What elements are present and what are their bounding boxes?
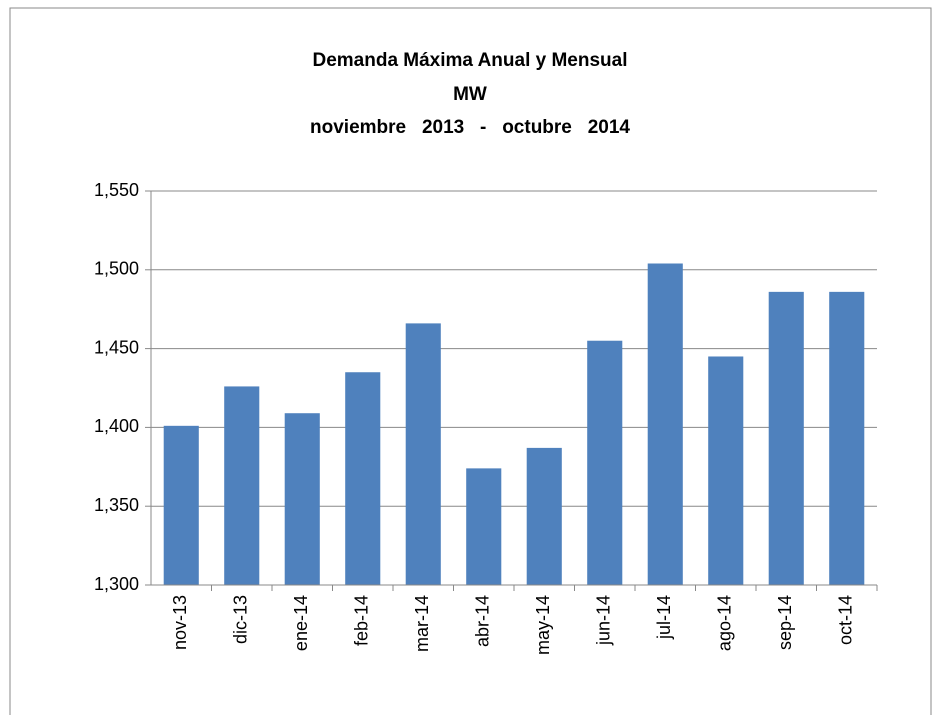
x-tick-label: nov-13 bbox=[170, 595, 190, 650]
chart-subtitle: MW bbox=[453, 84, 487, 105]
x-tick-label: dic-13 bbox=[231, 595, 251, 644]
x-tick-label: jul-14 bbox=[654, 595, 674, 640]
bar bbox=[587, 340, 623, 585]
bar bbox=[405, 323, 441, 585]
x-tick-label: abr-14 bbox=[473, 595, 493, 647]
y-tick-label: 1,300 bbox=[94, 574, 139, 594]
bar bbox=[768, 291, 804, 585]
x-tick-label: jun-14 bbox=[594, 595, 614, 646]
bar bbox=[345, 372, 381, 585]
x-tick-label: ene-14 bbox=[291, 595, 311, 651]
chart-title: Demanda Máxima Anual y Mensual bbox=[312, 50, 627, 71]
bar bbox=[526, 447, 562, 585]
bar bbox=[708, 356, 744, 585]
y-tick-label: 1,450 bbox=[94, 337, 139, 357]
bar bbox=[224, 386, 260, 585]
y-tick-label: 1,500 bbox=[94, 259, 139, 279]
bar bbox=[647, 263, 683, 585]
bar bbox=[829, 291, 865, 585]
chart-subtitle: noviembre 2013 - octubre 2014 bbox=[310, 117, 630, 138]
y-tick-label: 1,350 bbox=[94, 495, 139, 515]
x-tick-label: oct-14 bbox=[836, 595, 856, 645]
x-tick-label: feb-14 bbox=[352, 595, 372, 646]
y-tick-label: 1,550 bbox=[94, 180, 139, 200]
y-tick-label: 1,400 bbox=[94, 416, 139, 436]
x-tick-label: ago-14 bbox=[715, 595, 735, 651]
bar bbox=[163, 425, 199, 585]
x-tick-label: may-14 bbox=[533, 595, 553, 655]
x-tick-label: mar-14 bbox=[412, 595, 432, 652]
bar bbox=[466, 468, 502, 585]
x-tick-label: sep-14 bbox=[775, 595, 795, 650]
bar bbox=[284, 413, 320, 585]
